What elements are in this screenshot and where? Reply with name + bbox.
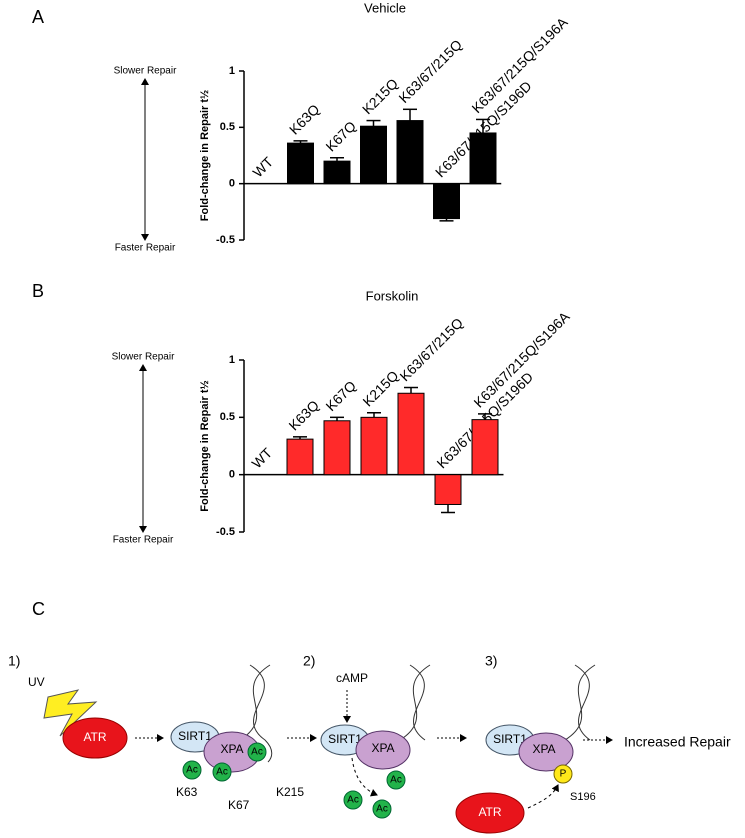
y-tick-label: 0 — [229, 178, 235, 190]
x-tick-label: WT — [248, 444, 275, 471]
atr-node — [455, 792, 525, 834]
ac-node — [372, 799, 392, 819]
bar — [360, 416, 388, 476]
x-tick-label: K63/67/215Q — [395, 36, 465, 106]
panel-label: C — [32, 599, 45, 619]
ac-node — [247, 742, 267, 762]
ac-label: Ac — [216, 767, 228, 778]
chart-title: Forskolin — [366, 288, 419, 303]
ac-node — [343, 790, 363, 810]
bar — [469, 132, 497, 185]
ac-node — [212, 762, 232, 782]
step-label: 1) — [8, 653, 20, 669]
bar — [433, 183, 460, 220]
sirt1-label: SIRT1 — [328, 732, 362, 746]
bar — [287, 142, 314, 185]
x-tick-label: K67Q — [322, 118, 359, 155]
p-node — [553, 764, 573, 784]
xpa-label: XPA — [371, 741, 394, 755]
xpa-label: XPA — [532, 742, 555, 756]
lightning — [43, 689, 98, 737]
atr-label: ATR — [478, 805, 501, 819]
annotation: Slower Repair — [112, 352, 175, 363]
sirt1-label: SIRT1 — [178, 729, 212, 743]
site-label: S196 — [570, 791, 596, 803]
y-axis-label: Fold-change in Repair t½ — [199, 380, 211, 511]
site-label: K67 — [228, 798, 250, 812]
p-label: P — [560, 769, 567, 780]
ac-label: Ac — [347, 795, 359, 806]
x-tick-label: K63/67/215Q — [396, 315, 466, 385]
atr-label: ATR — [83, 730, 106, 744]
result-label: Increased Repair — [624, 734, 731, 750]
arrow — [527, 784, 559, 809]
ac-label: Ac — [376, 804, 388, 815]
annotation: Slower Repair — [114, 66, 177, 77]
ac-label: Ac — [186, 765, 198, 776]
y-tick-label: 1 — [229, 354, 235, 366]
panel-label: B — [32, 281, 44, 301]
y-tick-label: 1 — [229, 65, 235, 77]
camp-label: cAMP — [336, 671, 368, 685]
site-label: K63 — [176, 785, 198, 799]
x-tick-label: K63Q — [286, 101, 323, 138]
ac-label: Ac — [251, 747, 263, 758]
x-tick-label: K215Q — [359, 75, 401, 117]
annotation: Faster Repair — [113, 535, 174, 546]
atr-node — [62, 717, 128, 759]
y-tick-label: 0.5 — [220, 121, 235, 133]
y-tick-label: -0.5 — [216, 234, 235, 246]
xpa-label: XPA — [220, 742, 243, 756]
uv-label: UV — [28, 675, 45, 689]
panel-label: A — [32, 7, 44, 27]
annotation: Faster Repair — [115, 243, 176, 254]
x-tick-label: K215Q — [359, 367, 401, 409]
ac-label: Ac — [390, 775, 402, 786]
chart-title: Vehicle — [364, 0, 406, 15]
y-axis-label: Fold-change in Repair t½ — [199, 90, 211, 221]
y-tick-label: 0.5 — [220, 411, 235, 423]
arrow — [351, 757, 378, 797]
x-tick-label: K63/67/215Q/S196A — [470, 308, 573, 411]
ac-node — [182, 760, 202, 780]
xpa-node — [518, 732, 574, 772]
site-label: K215 — [276, 785, 304, 799]
bar — [323, 420, 351, 476]
bar — [286, 438, 314, 476]
xpa-node — [355, 730, 411, 770]
step-label: 2) — [303, 653, 315, 669]
step-label: 3) — [485, 653, 497, 669]
bar — [397, 392, 425, 476]
x-tick-label: K63Q — [285, 397, 322, 434]
bar — [396, 120, 424, 185]
y-tick-label: 0 — [229, 469, 235, 481]
x-tick-label: WT — [249, 153, 276, 180]
bar — [360, 125, 387, 185]
y-tick-label: -0.5 — [216, 526, 235, 538]
bar — [323, 160, 351, 185]
bar — [471, 419, 499, 476]
x-tick-label: K67Q — [322, 377, 359, 414]
sirt1-label: SIRT1 — [493, 732, 527, 746]
bar — [434, 474, 462, 505]
ac-node — [386, 770, 406, 790]
diagram: C 1) 2) 3) UV ATR SIRT1 XPA Ac Ac Ac K63… — [8, 599, 731, 834]
